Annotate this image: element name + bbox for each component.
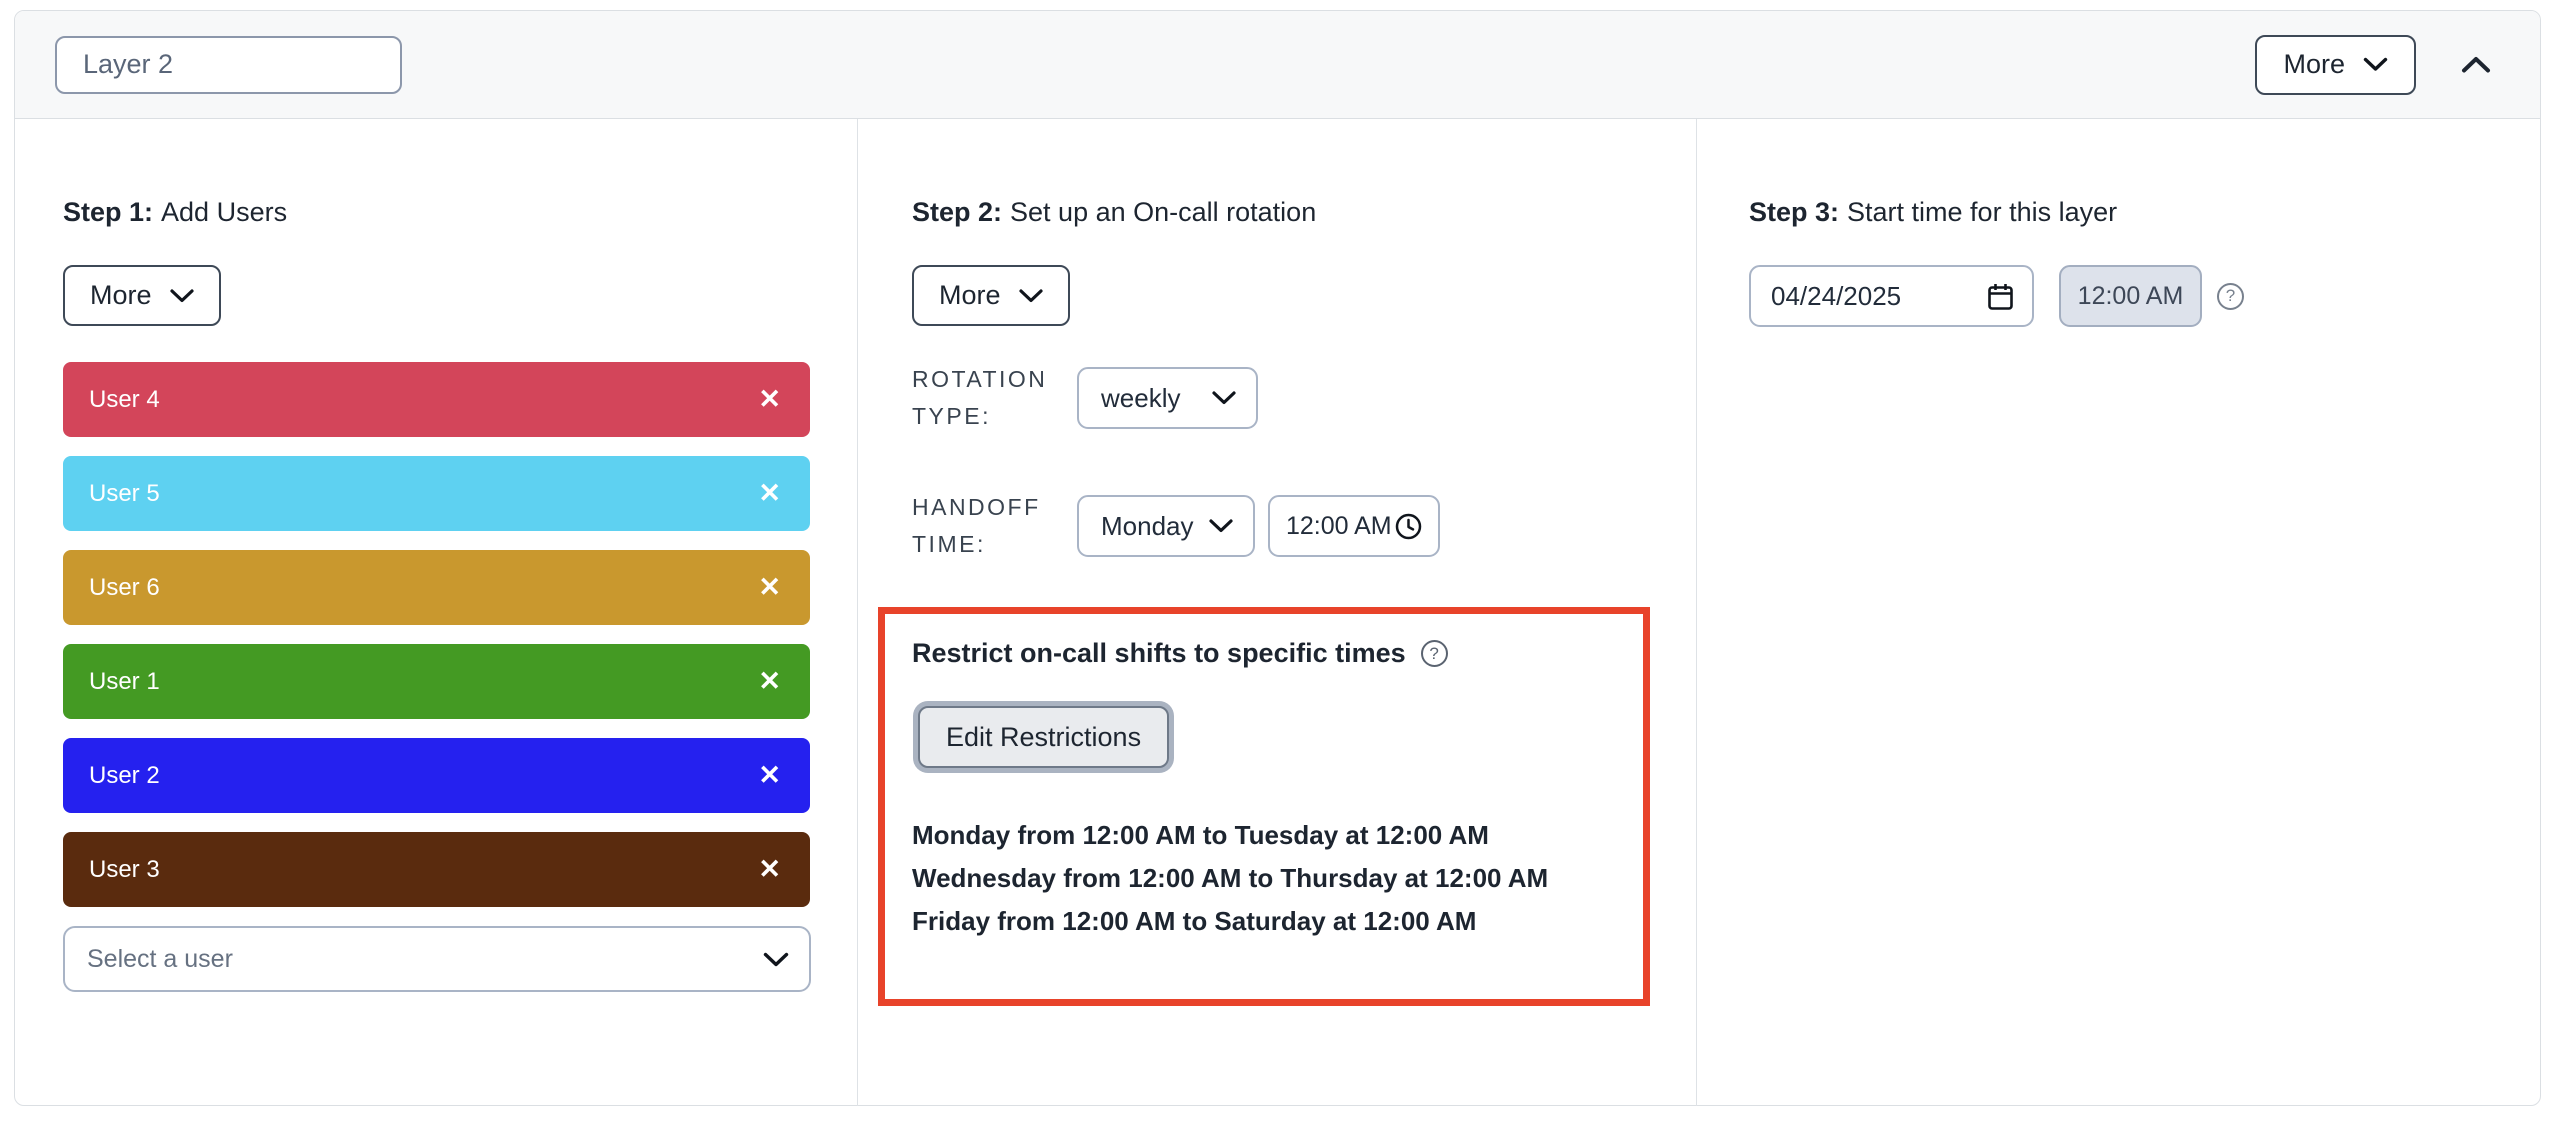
calendar-icon[interactable] xyxy=(1987,282,2014,311)
step2-column: Step 2: Set up an On-call rotation More R… xyxy=(858,119,1697,1106)
rotation-type-row: ROTATION TYPE: weekly xyxy=(912,361,1660,435)
user-chip[interactable]: User 4 ✕ xyxy=(63,362,810,437)
step3-column: Step 3: Start time for this layer 04/24/2… xyxy=(1697,119,2540,1106)
restrict-heading-text: Restrict on-call shifts to specific time… xyxy=(912,638,1406,668)
step1-column: Step 1: Add Users More User 4 ✕ User 5 ✕ xyxy=(15,119,858,1106)
chevron-down-icon xyxy=(763,952,789,967)
handoff-time-value: 12:00 AM xyxy=(1286,511,1392,540)
handoff-time-label: HANDOFF TIME: xyxy=(912,494,1041,557)
step1-more-button-label: More xyxy=(90,280,152,310)
step1-title: Step 1: Add Users xyxy=(63,197,810,228)
user-chip[interactable]: User 5 ✕ xyxy=(63,456,810,531)
step2-more-button-label: More xyxy=(939,280,1001,310)
layer-name-input[interactable] xyxy=(55,35,402,94)
rotation-type-value: weekly xyxy=(1101,382,1181,413)
select-user-placeholder: Select a user xyxy=(87,944,233,973)
step1-title-prefix: Step 1: xyxy=(63,197,154,227)
chevron-down-icon xyxy=(2363,57,2388,72)
layer-header-actions: More xyxy=(2255,34,2500,95)
step1-title-text: Add Users xyxy=(161,197,288,227)
chevron-down-icon xyxy=(169,288,194,303)
restriction-line: Friday from 12:00 AM to Saturday at 12:0… xyxy=(912,906,1477,936)
oncall-layer-panel: More Step 1:Add Users More xyxy=(14,10,2541,1106)
layer-header-bar: More xyxy=(15,11,2540,119)
user-chip[interactable]: User 6 ✕ xyxy=(63,550,810,625)
handoff-time-input[interactable]: 12:00 AM xyxy=(1268,495,1440,557)
restriction-line: Wednesday from 12:00 AM to Thursday at 1… xyxy=(912,863,1549,893)
start-time-value: 12:00 AM xyxy=(2077,281,2184,310)
chevron-down-icon xyxy=(1018,288,1043,303)
step2-more-button[interactable]: More xyxy=(912,265,1070,326)
restrict-heading: Restrict on-call shifts to specific time… xyxy=(912,638,1619,669)
restriction-highlight-box: Restrict on-call shifts to specific time… xyxy=(878,607,1650,1006)
step1-more-button[interactable]: More xyxy=(63,265,221,326)
layer-more-button-label: More xyxy=(2283,49,2345,79)
remove-user-icon[interactable]: ✕ xyxy=(758,478,781,508)
user-chip-label: User 4 xyxy=(89,385,160,413)
start-time-help-icon[interactable]: ? xyxy=(2217,282,2244,310)
remove-user-icon[interactable]: ✕ xyxy=(758,666,781,696)
step3-title-text: Start time for this layer xyxy=(1847,197,2118,227)
start-date-input[interactable]: 04/24/2025 xyxy=(1749,265,2034,327)
handoff-day-select[interactable]: Monday xyxy=(1077,495,1255,557)
remove-user-icon[interactable]: ✕ xyxy=(758,854,781,884)
step3-title: Step 3: Start time for this layer xyxy=(1749,197,2500,228)
user-chip-label: User 6 xyxy=(89,573,160,601)
user-chip-label: User 3 xyxy=(89,855,160,883)
rotation-type-select[interactable]: weekly xyxy=(1077,367,1258,429)
user-chip[interactable]: User 1 ✕ xyxy=(63,644,810,719)
edit-restrictions-button[interactable]: Edit Restrictions xyxy=(918,706,1170,768)
chevron-down-icon xyxy=(1209,519,1233,533)
user-chip[interactable]: User 2 ✕ xyxy=(63,738,810,813)
restriction-line: Monday from 12:00 AM to Tuesday at 12:00… xyxy=(912,820,1489,850)
layer-more-button[interactable]: More xyxy=(2255,34,2416,95)
rotation-type-label: ROTATION TYPE: xyxy=(912,366,1048,429)
collapse-layer-icon[interactable] xyxy=(2452,41,2500,89)
start-time-row: 04/24/2025 12:00 AM ? xyxy=(1749,265,2500,327)
handoff-time-row: HANDOFF TIME: Monday 12:00 AM xyxy=(912,489,1660,563)
step2-title-text: Set up an On-call rotation xyxy=(1010,197,1317,227)
restrict-help-icon[interactable]: ? xyxy=(1420,640,1448,667)
remove-user-icon[interactable]: ✕ xyxy=(758,572,781,602)
user-chip[interactable]: User 3 ✕ xyxy=(63,832,810,907)
user-chip-label: User 2 xyxy=(89,761,160,789)
step3-title-prefix: Step 3: xyxy=(1749,197,1840,227)
user-chip-list: User 4 ✕ User 5 ✕ User 6 ✕ User 1 ✕ User… xyxy=(63,362,810,907)
remove-user-icon[interactable]: ✕ xyxy=(758,760,781,790)
remove-user-icon[interactable]: ✕ xyxy=(758,384,781,414)
chevron-down-icon xyxy=(1212,391,1236,405)
step2-title-prefix: Step 2: xyxy=(912,197,1003,227)
restriction-list: Monday from 12:00 AM to Tuesday at 12:00… xyxy=(912,814,1619,943)
user-chip-label: User 5 xyxy=(89,479,160,507)
select-user-dropdown[interactable]: Select a user xyxy=(63,926,811,992)
step2-title: Step 2: Set up an On-call rotation xyxy=(912,197,1660,228)
clock-icon xyxy=(1394,512,1423,541)
start-time-input[interactable]: 12:00 AM xyxy=(2059,265,2202,327)
layer-body: Step 1: Add Users More User 4 ✕ User 5 ✕ xyxy=(15,119,2540,1106)
user-chip-label: User 1 xyxy=(89,667,160,695)
handoff-day-value: Monday xyxy=(1101,510,1194,541)
start-date-value: 04/24/2025 xyxy=(1771,280,1902,311)
